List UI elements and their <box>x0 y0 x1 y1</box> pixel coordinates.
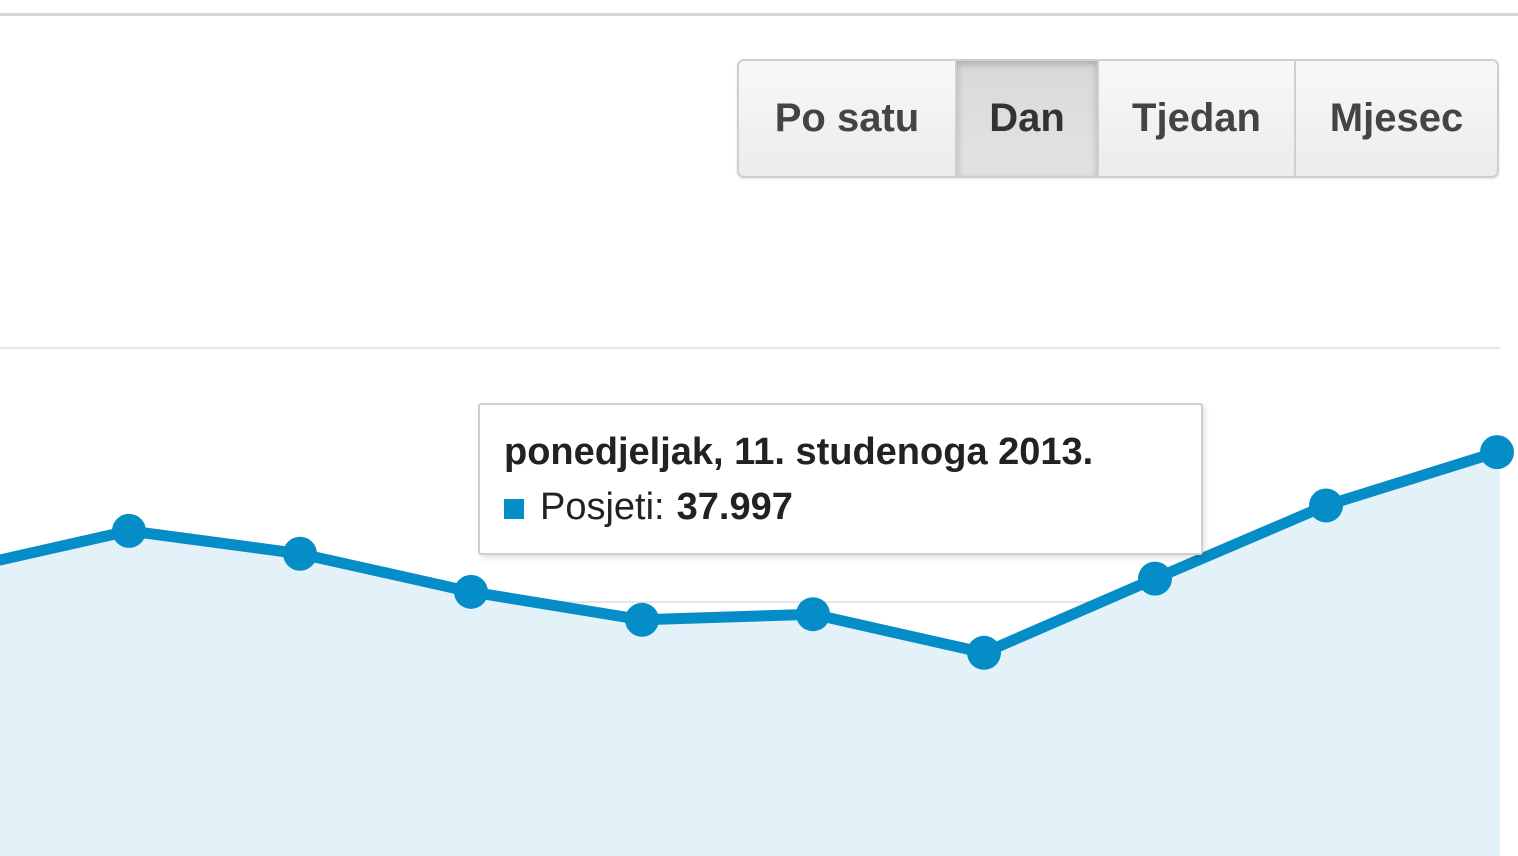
data-point-9[interactable] <box>1480 435 1514 470</box>
series-color-swatch <box>504 499 524 519</box>
data-point-8[interactable] <box>1309 488 1343 523</box>
tooltip-value: 37.997 <box>676 486 793 528</box>
visits-area-fill <box>0 452 1500 856</box>
hourly-button[interactable]: Po satu <box>739 61 957 176</box>
granularity-toggle-group: Po satu Dan Tjedan Mjesec <box>737 59 1499 178</box>
day-button[interactable]: Dan <box>957 61 1099 176</box>
data-point-4[interactable] <box>625 602 659 637</box>
month-button[interactable]: Mjesec <box>1329 96 1464 140</box>
tooltip-series-label: Posjeti: <box>540 486 665 528</box>
chart-tooltip: ponedjeljak, 11. studenoga 2013. Posjeti… <box>478 403 1203 555</box>
data-point-5[interactable] <box>796 597 830 632</box>
week-button[interactable]: Tjedan <box>1099 61 1296 176</box>
data-point-6[interactable] <box>967 635 1001 670</box>
data-point-3[interactable] <box>454 574 488 609</box>
top-divider <box>0 13 1518 16</box>
data-point-7[interactable] <box>1138 561 1172 596</box>
data-point-2[interactable] <box>283 536 317 571</box>
tooltip-date: ponedjeljak, 11. studenoga 2013. <box>504 431 1094 473</box>
data-point-1[interactable] <box>112 513 146 548</box>
tooltip-series-row: Posjeti: 37.997 <box>504 483 1201 531</box>
visits-data-points <box>112 435 1514 670</box>
visits-series-line <box>0 446 1499 659</box>
